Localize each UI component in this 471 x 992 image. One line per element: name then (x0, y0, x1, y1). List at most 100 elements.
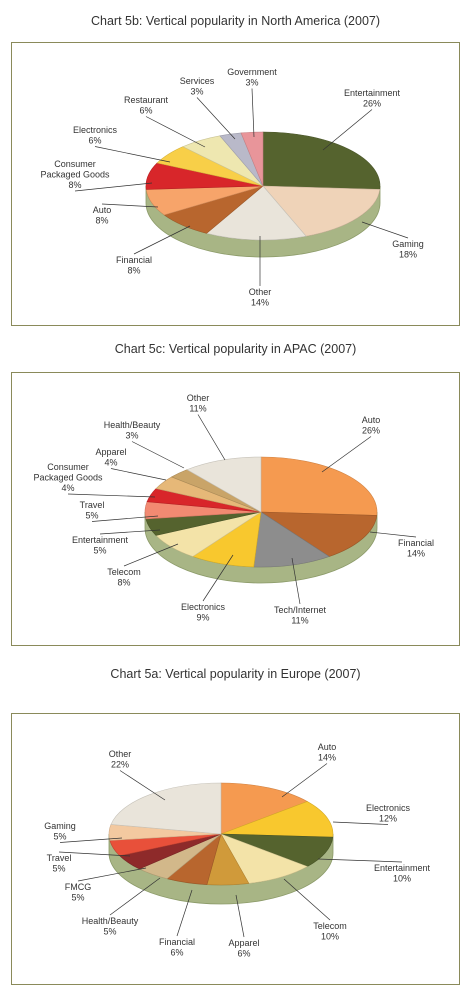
leader-line-0-0 (322, 109, 373, 151)
slice-label-0-9-1: 3% (245, 78, 258, 88)
slice-label-2-2-1: 10% (393, 874, 411, 884)
slice-label-1-9-0: Health/Beauty (104, 420, 161, 430)
leader-line-1-0 (321, 436, 372, 473)
pie-slice-1-10 (186, 456, 262, 513)
slice-label-2-4-1: 6% (237, 949, 250, 959)
pie-slice-2-0 (220, 782, 309, 835)
slice-label-0-8-0: Services (180, 76, 215, 86)
pie-slice-1-0 (260, 456, 378, 516)
slice-label-2-3-0: Telecom (313, 921, 347, 931)
slice-label-1-1-0: Financial (398, 538, 434, 548)
leader-line-1-8 (110, 468, 167, 481)
slice-label-1-6-1: 5% (85, 511, 98, 521)
slice-label-2-2-0: Entertainment (374, 863, 431, 873)
leader-line-0-1 (361, 221, 409, 239)
slice-label-2-3-1: 10% (321, 932, 339, 942)
slice-label-1-8-1: 4% (104, 458, 117, 468)
slice-label-1-4-1: 8% (117, 578, 130, 588)
slice-label-0-6-1: 6% (88, 136, 101, 146)
slice-label-2-7-0: FMCG (65, 882, 92, 892)
slice-label-0-0-0: Entertainment (344, 88, 401, 98)
slice-label-1-5-0: Entertainment (72, 535, 129, 545)
pie-slice-1-1 (259, 511, 378, 557)
leader-line-0-7 (145, 116, 206, 148)
slice-label-2-10-1: 22% (111, 760, 129, 770)
slice-label-2-0-1: 14% (318, 753, 336, 763)
slice-label-1-7-0: Consumer (47, 462, 89, 472)
pie-chart-2: Auto14%Electronics12%Entertainment10%Tel… (44, 742, 430, 959)
slice-label-0-5-1: Packaged Goods (40, 170, 110, 180)
slice-label-0-2-0: Other (249, 287, 272, 297)
leader-line-2-0 (281, 763, 328, 798)
leader-line-2-7 (77, 867, 147, 882)
slice-label-1-9-1: 3% (125, 431, 138, 441)
leader-line-0-6 (94, 146, 171, 163)
slice-label-0-2-1: 14% (251, 298, 269, 308)
leader-line-2-4 (235, 894, 245, 938)
leader-line-1-7 (67, 493, 156, 498)
slice-label-0-4-1: 8% (95, 216, 108, 226)
leader-line-2-2 (317, 858, 403, 863)
slice-label-2-1-0: Electronics (366, 803, 411, 813)
leader-line-1-1 (369, 531, 417, 538)
slice-label-2-7-1: 5% (71, 893, 84, 903)
slice-label-0-7-1: 6% (139, 106, 152, 116)
leader-line-0-8 (196, 97, 236, 140)
leader-line-0-5 (74, 182, 153, 192)
slice-label-1-10-1: 11% (189, 404, 206, 414)
chart-title-apac: Chart 5c: Vertical popularity in APAC (2… (114, 342, 357, 356)
chart-title-north-america: Chart 5b: Vertical popularity in North A… (90, 14, 381, 28)
slice-label-1-2-0: Tech/Internet (274, 605, 327, 615)
pie-slice-2-1 (220, 801, 334, 838)
leader-line-2-1 (332, 821, 389, 825)
leader-line-0-3 (133, 225, 191, 255)
leader-line-1-10 (197, 414, 226, 461)
slice-label-1-7-1: Packaged Goods (33, 473, 103, 483)
slice-label-2-1-1: 12% (379, 814, 397, 824)
slice-label-0-1-1: 18% (399, 250, 417, 260)
slice-label-0-5-0: Consumer (54, 159, 96, 169)
slice-label-1-10-0: Other (187, 393, 210, 403)
leader-line-0-4 (101, 203, 159, 208)
slice-label-1-4-0: Telecom (107, 567, 141, 577)
pie-slice-0-9 (240, 131, 264, 187)
leader-line-2-5 (176, 889, 193, 937)
slice-label-0-8-1: 3% (190, 87, 203, 97)
slice-label-2-6-0: Health/Beauty (82, 916, 139, 926)
slice-label-2-9-1: 5% (53, 832, 66, 842)
slice-label-1-3-1: 9% (196, 613, 209, 623)
slice-label-1-0-1: 26% (362, 426, 380, 436)
slice-label-1-6-0: Travel (80, 500, 105, 510)
slice-label-0-3-1: 8% (127, 266, 140, 276)
slice-label-0-5-2: 8% (68, 180, 81, 190)
slice-label-0-4-0: Auto (93, 205, 112, 215)
leader-line-2-8 (58, 851, 131, 857)
pie-slice-0-1 (262, 185, 381, 237)
slice-label-2-0-0: Auto (318, 742, 337, 752)
slice-label-2-9-0: Gaming (44, 821, 76, 831)
leader-line-1-6 (91, 515, 159, 522)
slice-label-0-0-1: 26% (363, 99, 381, 109)
slice-label-2-10-0: Other (109, 749, 132, 759)
leader-line-1-9 (131, 441, 185, 469)
leader-line-1-5 (99, 529, 161, 535)
slice-label-2-5-1: 6% (170, 948, 183, 958)
slice-label-1-5-1: 5% (93, 546, 106, 556)
leader-line-2-9 (59, 837, 123, 843)
slice-label-1-2-1: 11% (291, 616, 308, 626)
leader-line-2-10 (119, 770, 166, 801)
slice-label-0-6-0: Electronics (73, 125, 118, 135)
leader-line-2-6 (109, 877, 161, 916)
slice-label-1-1-1: 14% (407, 549, 425, 559)
slice-label-2-5-0: Financial (159, 937, 195, 947)
slice-label-1-3-0: Electronics (181, 602, 226, 612)
pie-chart-1: Auto26%Financial14%Tech/Internet11%Elect… (33, 393, 434, 626)
chart-title-europe: Chart 5a: Vertical popularity in Europe … (110, 667, 361, 681)
slice-label-1-0-0: Auto (362, 415, 381, 425)
pie-slice-0-2 (205, 185, 307, 241)
leader-line-1-2 (291, 557, 301, 605)
leader-line-2-3 (283, 878, 331, 921)
slice-label-0-1-0: Gaming (392, 239, 424, 249)
